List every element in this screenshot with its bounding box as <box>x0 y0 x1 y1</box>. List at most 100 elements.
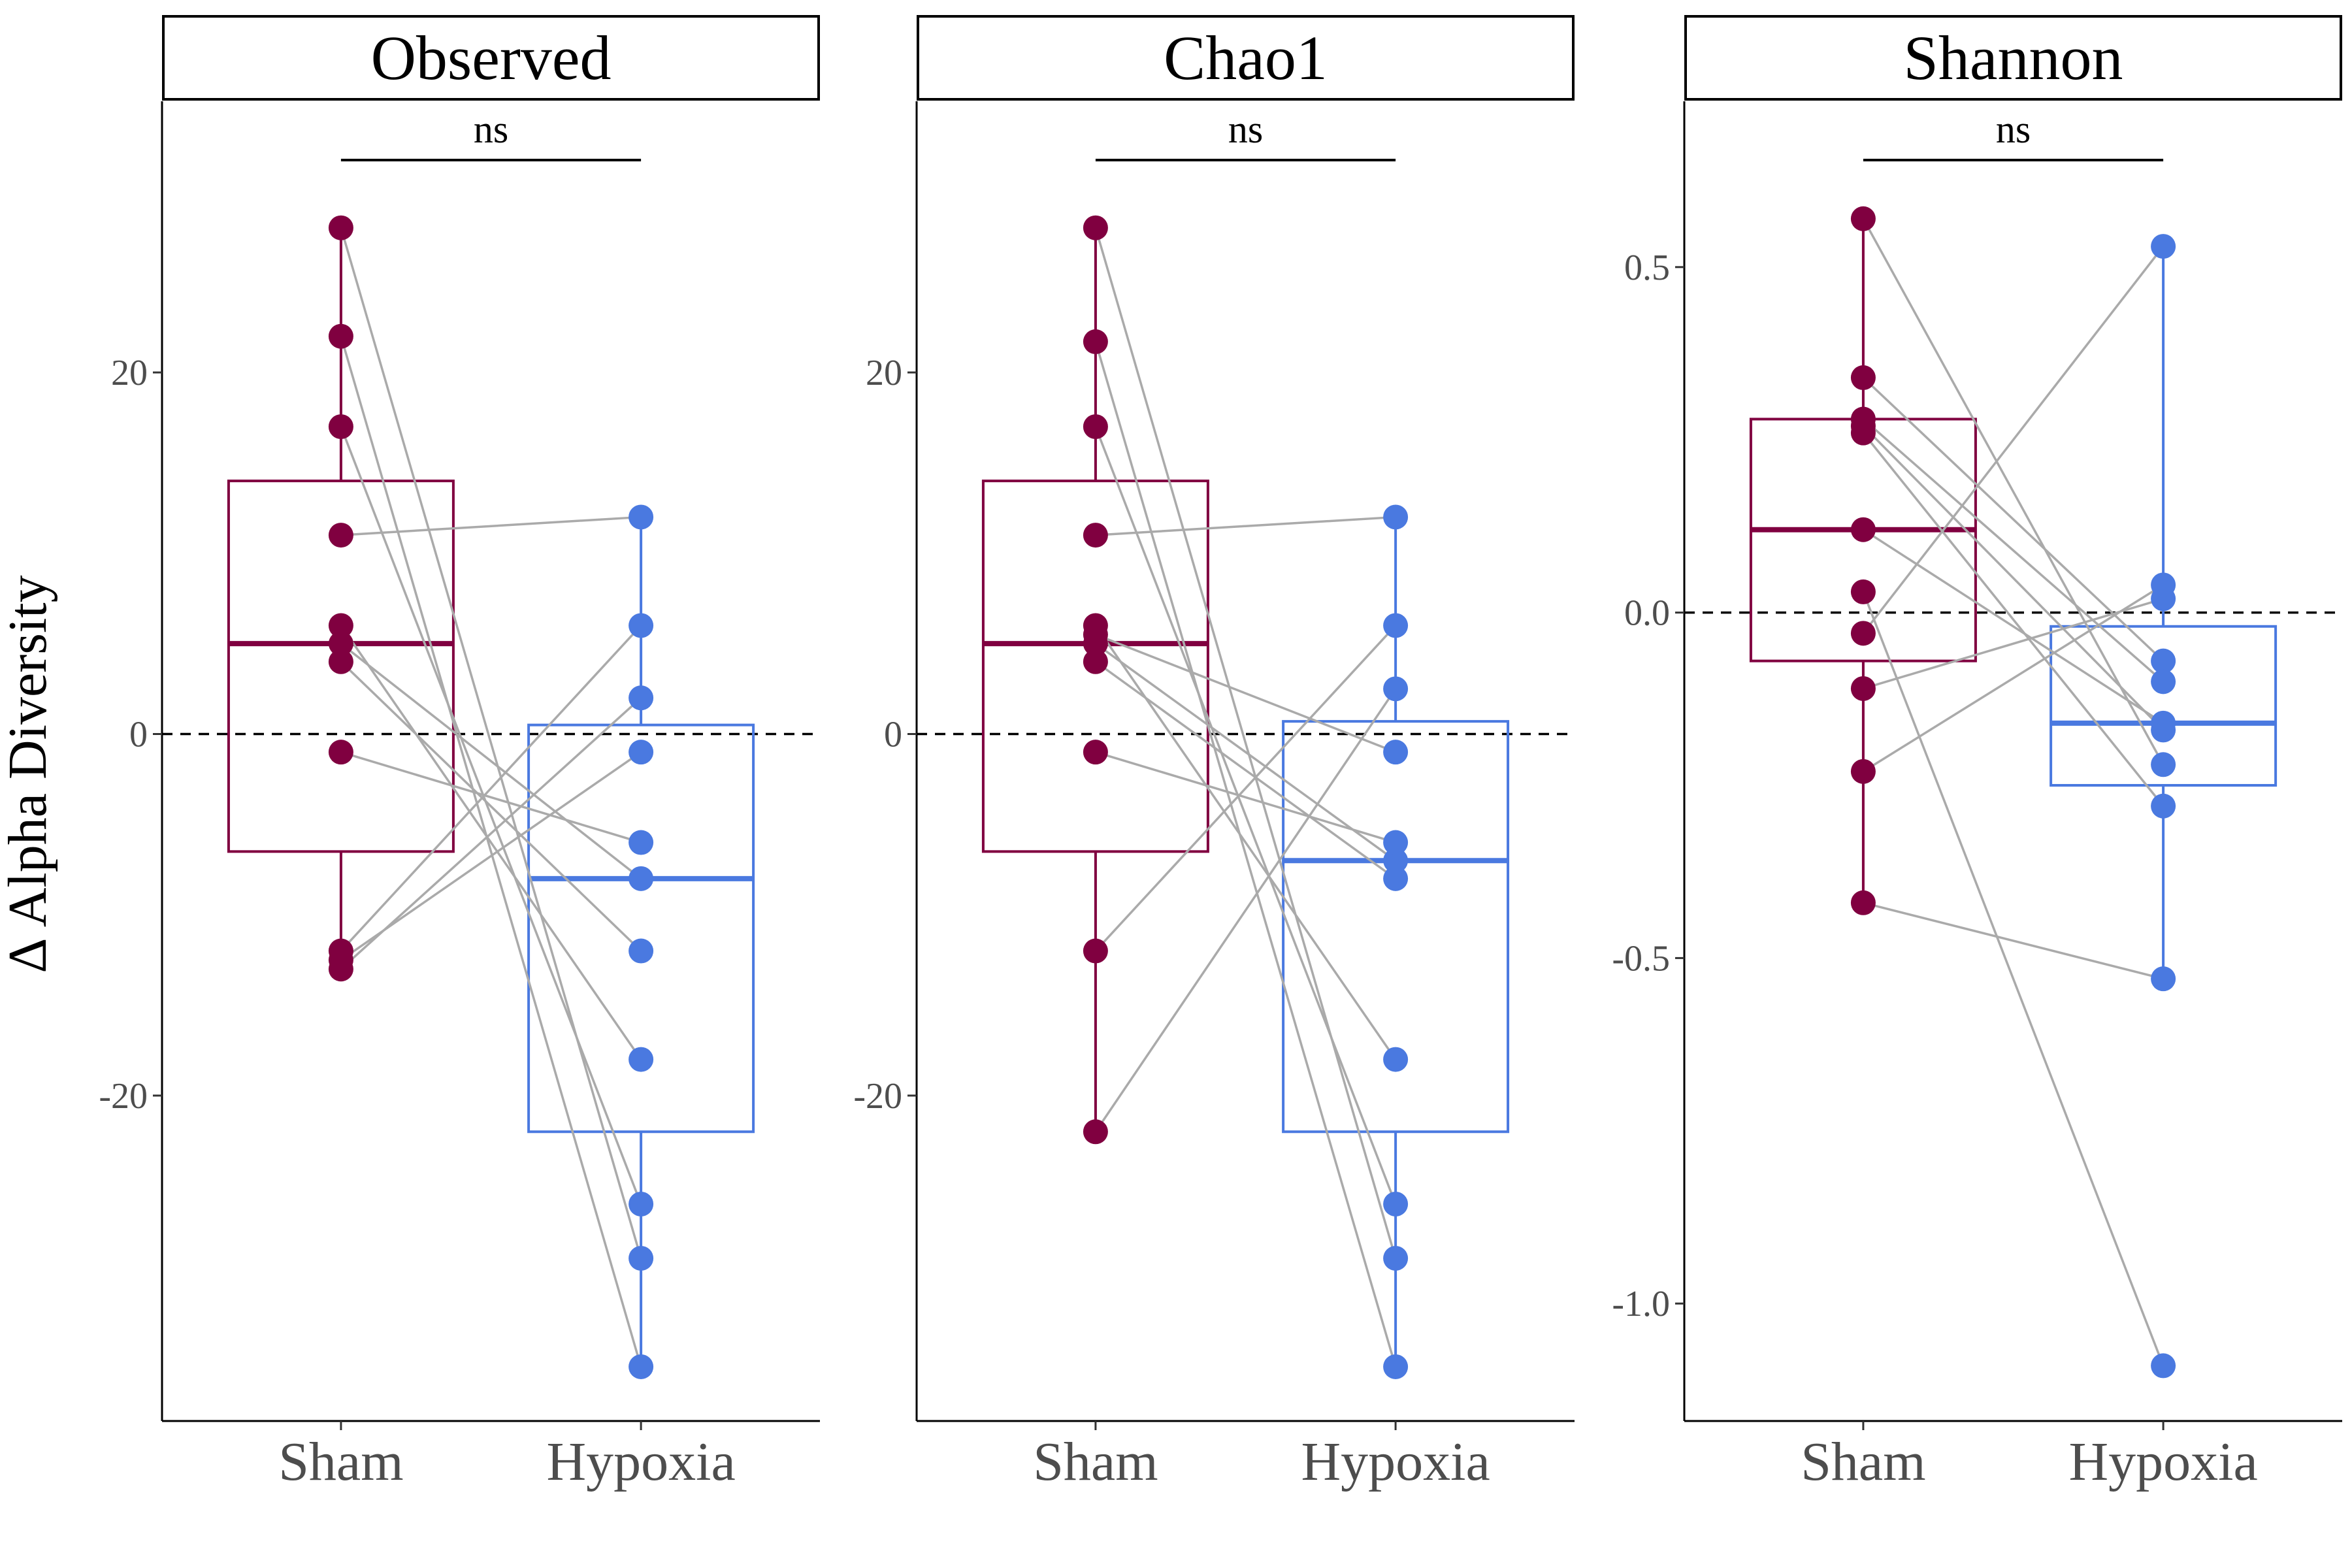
y-tick-label: 20 <box>866 353 902 393</box>
sham-point <box>1083 523 1108 548</box>
sham-point <box>1850 621 1876 646</box>
y-axis-label: Δ Alpha Diversity <box>0 575 58 973</box>
sham-point <box>328 947 353 973</box>
hypoxia-box <box>1282 720 1510 1134</box>
panel-strip <box>1684 15 2342 101</box>
hypoxia-point <box>629 830 654 855</box>
x-tick-label: Hypoxia <box>1301 1431 1490 1492</box>
pair-line <box>340 426 642 1205</box>
pair-line <box>340 751 642 961</box>
significance-label: ns <box>1228 108 1263 151</box>
pair-line <box>1862 432 2164 807</box>
pair-line <box>340 661 642 952</box>
sham-point <box>1850 517 1876 542</box>
hypoxia-point <box>1383 1354 1409 1379</box>
hypoxia-point <box>629 740 654 765</box>
y-tick-label: -0.5 <box>1612 938 1670 979</box>
hypoxia-point <box>1383 830 1409 855</box>
pair-line <box>1094 642 1397 862</box>
pair-line <box>340 625 642 952</box>
hypoxia-point <box>1383 1047 1409 1072</box>
hypoxia-point <box>2151 234 2176 259</box>
pair-line <box>1862 218 2164 766</box>
pair-line <box>1863 597 2164 690</box>
sham-point <box>1083 329 1108 355</box>
pair-line <box>1862 246 2164 634</box>
x-tick-label: Hypoxia <box>2068 1431 2257 1492</box>
sham-point <box>328 631 353 657</box>
y-tick-label: -1.0 <box>1612 1284 1670 1324</box>
hypoxia-point <box>2151 793 2176 819</box>
pair-line <box>1094 426 1397 1205</box>
x-tick-label: Sham <box>1801 1431 1925 1492</box>
pair-line <box>1862 529 2164 725</box>
pair-line <box>1094 661 1397 880</box>
panel-chao1: Chao1 -20 0 20 Sham Hypoxia ns <box>853 15 1575 1492</box>
pair-line <box>1095 633 1396 753</box>
sham-point <box>1850 365 1876 391</box>
pair-line <box>1094 625 1397 1060</box>
panel-title: Observed <box>371 23 612 93</box>
hypoxia-point <box>629 504 654 530</box>
pair-line <box>1094 341 1397 1367</box>
hypoxia-point <box>629 1191 654 1217</box>
pair-line <box>1094 688 1397 1133</box>
hypoxia-point <box>1383 866 1409 891</box>
pair-line <box>340 696 642 970</box>
pair-line <box>1863 902 2164 980</box>
sham-point <box>328 613 353 638</box>
panel-observed: Observed -20 0 20 Sham Hypoxia ns <box>99 15 820 1492</box>
sham-point <box>328 414 353 440</box>
hypoxia-point <box>1383 740 1409 765</box>
sham-point <box>328 523 353 548</box>
pair-line <box>340 515 642 536</box>
hypoxia-point <box>2151 648 2176 674</box>
sham-box <box>981 480 1209 853</box>
panel-title: Shannon <box>1904 23 2123 93</box>
panel-strip <box>917 15 1575 101</box>
sham-box <box>227 480 455 853</box>
significance-label: ns <box>1996 108 2031 151</box>
pair-line <box>1095 515 1396 536</box>
hypoxia-point <box>629 1245 654 1271</box>
pair-line <box>340 642 642 880</box>
pair-line <box>1862 418 2164 683</box>
sham-point <box>1083 215 1108 240</box>
x-tick-label: Sham <box>1033 1431 1158 1492</box>
significance-label: ns <box>474 108 508 151</box>
y-tick-label: 0.5 <box>1624 248 1670 288</box>
sham-point <box>1083 414 1108 440</box>
pair-line <box>340 625 642 1060</box>
pair-line <box>340 227 642 1259</box>
hypoxia-point <box>629 613 654 638</box>
sham-point <box>1083 938 1108 964</box>
hypoxia-point <box>2151 710 2176 736</box>
y-tick-label: 0.0 <box>1624 593 1670 634</box>
hypoxia-box <box>527 723 755 1134</box>
hypoxia-point <box>1383 504 1409 530</box>
sham-point <box>1850 420 1876 446</box>
hypoxia-point <box>2151 572 2176 598</box>
pair-line <box>1094 625 1397 952</box>
hypoxia-point <box>2151 752 2176 777</box>
x-tick-label: Hypoxia <box>546 1431 735 1492</box>
panels: Observed -20 0 20 Sham Hypoxia ns Chao1 -20 0 20 Sh… <box>99 15 2342 1492</box>
y-tick-label: 0 <box>884 714 902 755</box>
sham-point <box>328 215 353 240</box>
hypoxia-point <box>629 685 654 711</box>
sham-point <box>1083 649 1108 674</box>
sham-point <box>1850 579 1876 604</box>
panel-shannon: Shannon -1.0 -0.5 0.0 0.5 Sham Hypoxia ns <box>1612 15 2342 1492</box>
panel-strip <box>162 15 820 101</box>
sham-point <box>328 740 353 765</box>
hypoxia-point <box>2151 1353 2176 1379</box>
pair-line <box>1862 425 2164 731</box>
pair-line <box>1094 227 1397 1259</box>
hypoxia-point <box>1383 848 1409 874</box>
y-tick-label: 20 <box>111 353 148 393</box>
sham-point <box>1083 622 1108 647</box>
pair-line <box>340 336 642 1367</box>
sham-point <box>328 649 353 674</box>
pair-line <box>340 751 642 844</box>
